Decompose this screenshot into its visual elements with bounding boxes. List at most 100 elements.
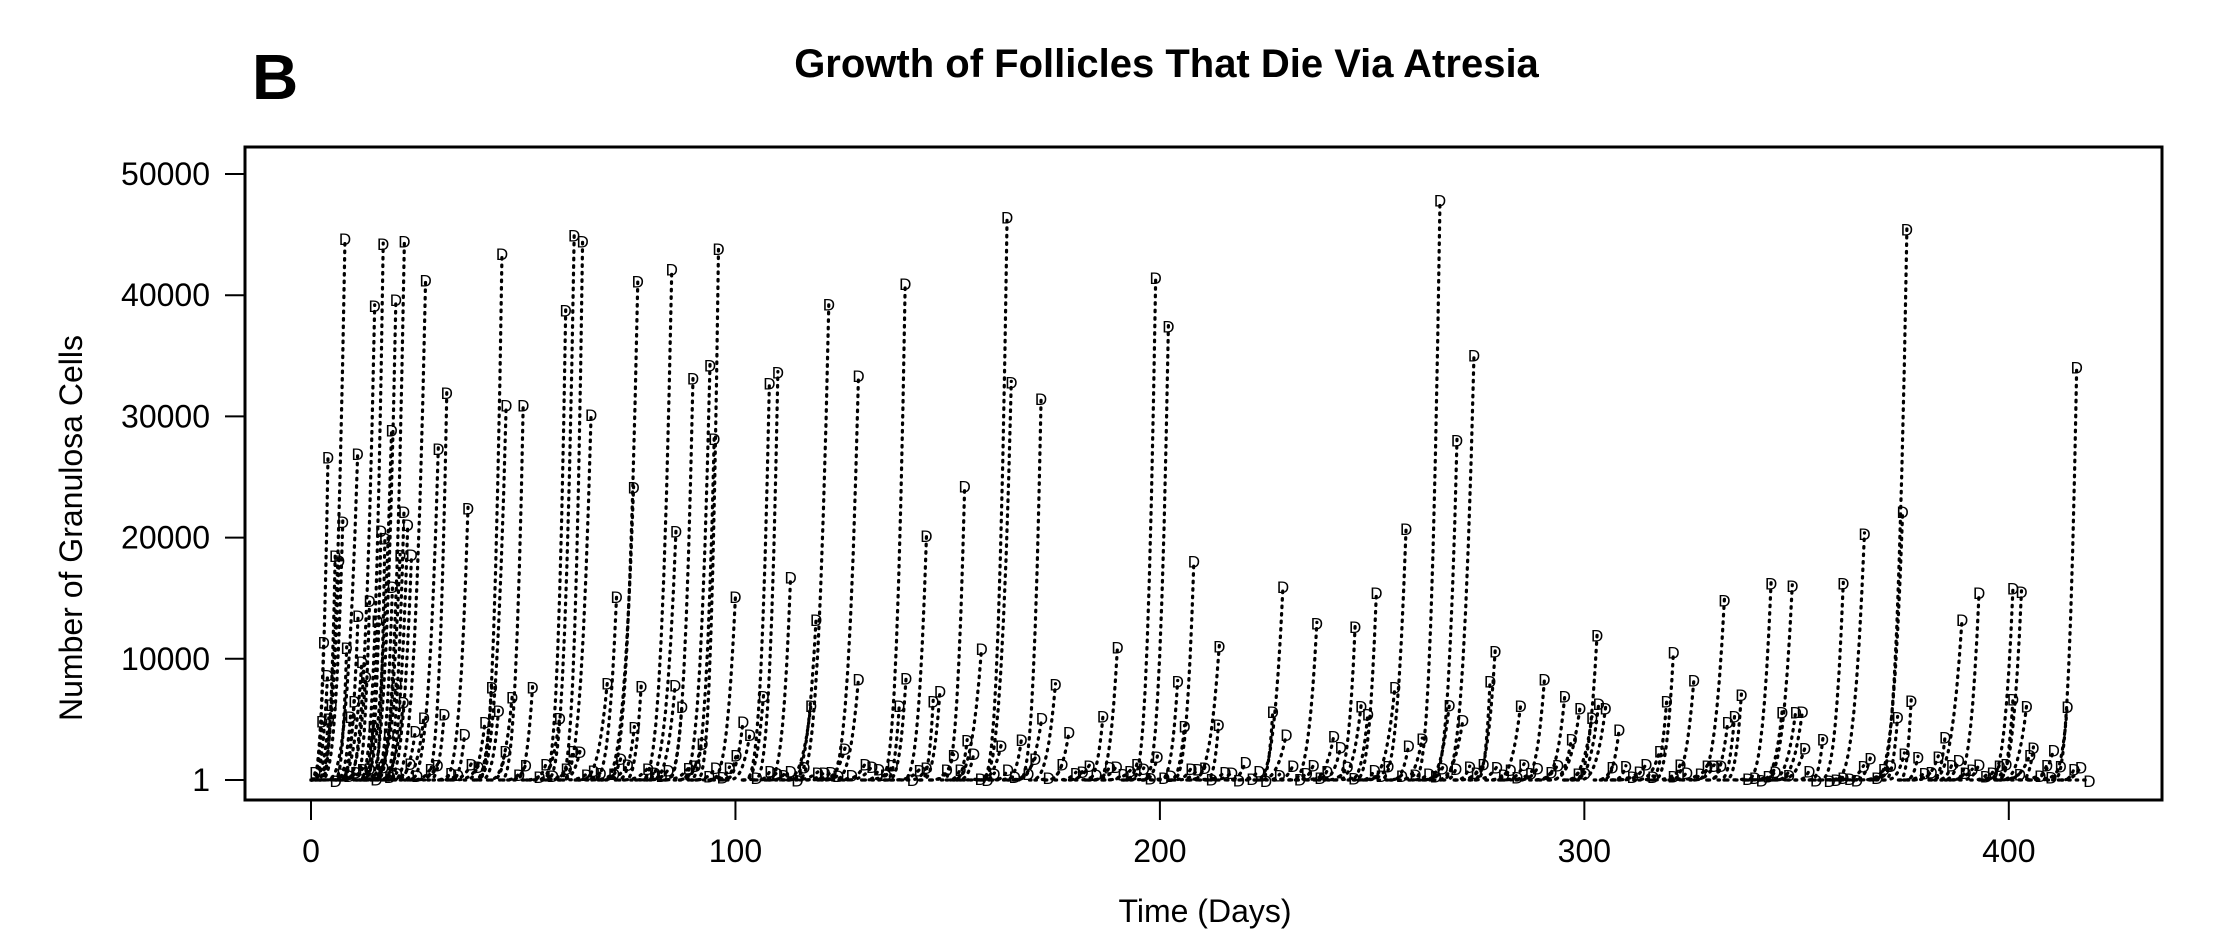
marker-88: D bbox=[391, 765, 403, 784]
trajectory-5 bbox=[343, 303, 377, 782]
trajectory-272 bbox=[1616, 761, 1648, 782]
marker-242: D bbox=[1436, 760, 1448, 779]
marker-323: D bbox=[1987, 764, 1999, 783]
marker-290: D bbox=[1762, 768, 1774, 787]
trajectory-55 bbox=[1985, 585, 2015, 782]
trajectory-321 bbox=[1957, 762, 1981, 782]
trajectory-187 bbox=[1043, 729, 1071, 782]
marker-41: D bbox=[627, 479, 639, 498]
marker-360: D bbox=[405, 546, 417, 565]
trajectory-47 bbox=[1169, 558, 1196, 782]
marker-207: D bbox=[1199, 759, 1211, 778]
marker-93: D bbox=[425, 761, 437, 780]
marker-298: D bbox=[1817, 730, 1829, 749]
trajectory-235 bbox=[1363, 684, 1397, 782]
marker-286: D bbox=[1735, 686, 1747, 705]
trajectory-105 bbox=[485, 694, 514, 782]
trajectory-210 bbox=[1197, 769, 1227, 782]
trajectory-51 bbox=[1743, 580, 1773, 782]
trajectory-69 bbox=[787, 617, 818, 782]
marker-6: D bbox=[441, 384, 453, 403]
trajectory-73 bbox=[1998, 752, 2032, 782]
marker-16: D bbox=[560, 302, 572, 321]
trajectory-142 bbox=[740, 693, 766, 782]
marker-226: D bbox=[1328, 727, 1340, 746]
marker-311: D bbox=[1905, 692, 1917, 711]
marker-182: D bbox=[1029, 750, 1041, 769]
trajectory-341 bbox=[313, 558, 341, 782]
trajectory-114 bbox=[545, 748, 575, 782]
marker-187: D bbox=[1063, 723, 1075, 742]
x-tick-label-0: 0 bbox=[302, 833, 320, 869]
marker-249: D bbox=[1484, 672, 1496, 691]
marker-170: D bbox=[947, 747, 959, 766]
marker-282: D bbox=[1708, 757, 1720, 776]
trajectory-27 bbox=[824, 373, 861, 782]
trajectory-29 bbox=[978, 214, 1009, 782]
marker-269: D bbox=[1620, 758, 1632, 777]
chart-title: Growth of Follicles That Die Via Atresia bbox=[794, 42, 1539, 86]
trajectory-330 bbox=[2009, 773, 2042, 782]
trajectory-195 bbox=[1101, 771, 1126, 782]
marker-208: D bbox=[1206, 770, 1218, 789]
trajectory-6 bbox=[421, 390, 449, 782]
marker-284: D bbox=[1722, 714, 1734, 733]
trajectory-161 bbox=[870, 762, 895, 782]
trajectory-325 bbox=[1985, 761, 2008, 782]
marker-293: D bbox=[1783, 767, 1795, 786]
marker-313: D bbox=[1919, 765, 1931, 784]
trajectory-277 bbox=[1662, 762, 1682, 782]
trajectory-59 bbox=[1331, 624, 1357, 782]
trajectory-17 bbox=[558, 412, 593, 782]
trajectory-350 bbox=[354, 723, 375, 782]
trajectory-58 bbox=[1288, 620, 1319, 782]
trajectory-121 bbox=[599, 756, 623, 782]
marker-215: D bbox=[1253, 762, 1265, 781]
follicle-markers: D D D D D D D D D D D D D D D D D D D D D D D D D D D D D D D D D D D D D D D D… bbox=[309, 191, 2095, 791]
trajectory-203 bbox=[1156, 678, 1180, 782]
marker-125: D bbox=[642, 760, 654, 779]
y-tick-label-4: 40000 bbox=[121, 277, 210, 313]
marker-33: D bbox=[1150, 269, 1162, 288]
marker-236: D bbox=[1396, 767, 1408, 786]
marker-344: D bbox=[344, 708, 356, 727]
marker-191: D bbox=[1090, 766, 1102, 785]
trajectory-168 bbox=[918, 688, 942, 782]
trajectory-260 bbox=[1537, 693, 1567, 782]
marker-105: D bbox=[506, 688, 518, 707]
trajectory-39 bbox=[2051, 365, 2079, 782]
marker-248: D bbox=[1477, 756, 1489, 775]
trajectory-317 bbox=[1932, 762, 1954, 782]
marker-39: D bbox=[2071, 359, 2083, 378]
marker-349: D bbox=[363, 592, 375, 611]
marker-7: D bbox=[352, 445, 364, 464]
marker-74: D bbox=[2045, 768, 2057, 787]
trajectory-217 bbox=[1257, 709, 1275, 782]
trajectory-36 bbox=[1438, 353, 1476, 782]
marker-288: D bbox=[1749, 769, 1761, 788]
marker-32: D bbox=[959, 477, 971, 496]
marker-146: D bbox=[784, 763, 796, 782]
marker-114: D bbox=[567, 742, 579, 761]
marker-292: D bbox=[1776, 704, 1788, 723]
marker-127: D bbox=[655, 767, 667, 786]
marker-103: D bbox=[492, 702, 504, 721]
marker-353: D bbox=[379, 529, 391, 548]
marker-96: D bbox=[445, 764, 457, 783]
marker-51: D bbox=[1765, 574, 1777, 593]
marker-46: D bbox=[1897, 503, 1909, 522]
marker-264: D bbox=[1586, 709, 1598, 728]
trajectory-53 bbox=[1817, 580, 1845, 782]
trajectory-285 bbox=[1716, 713, 1737, 782]
marker-185: D bbox=[1049, 676, 1061, 695]
marker-245: D bbox=[1457, 712, 1469, 731]
marker-72: D bbox=[1799, 739, 1811, 758]
marker-101: D bbox=[479, 713, 491, 732]
trajectory-14 bbox=[543, 233, 576, 782]
marker-204: D bbox=[1178, 717, 1190, 736]
marker-116: D bbox=[581, 766, 593, 785]
marker-68: D bbox=[975, 640, 987, 659]
marker-43: D bbox=[920, 527, 932, 546]
trajectory-244 bbox=[1441, 766, 1458, 782]
marker-54: D bbox=[1973, 584, 1985, 603]
